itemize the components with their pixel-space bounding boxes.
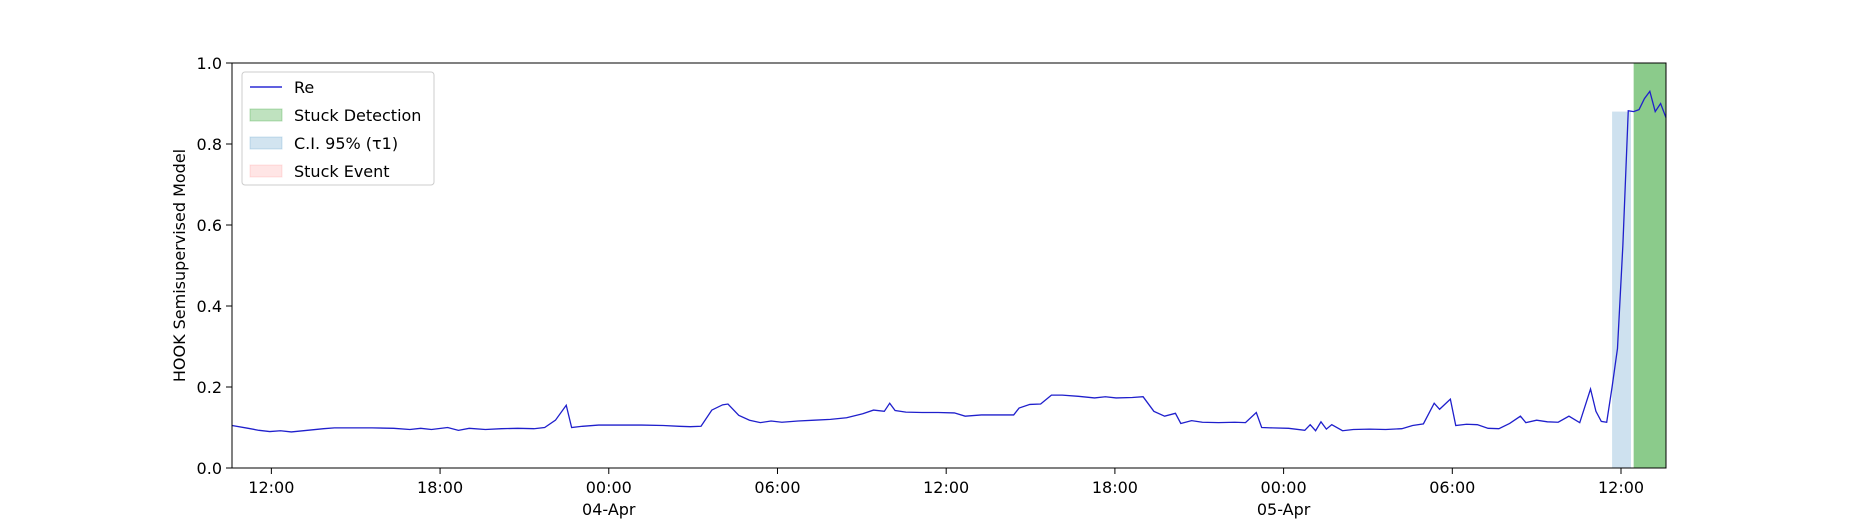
x-tick-label: 05-Apr: [1257, 500, 1311, 519]
band-stuck_detection: [1633, 63, 1666, 468]
y-tick-label: 0.4: [197, 297, 222, 316]
plot-frame: [231, 62, 1667, 469]
x-tick-label: 12:00: [1598, 478, 1644, 497]
x-tick-label: 1900: [588, 522, 629, 525]
x-tick-label: 06:00: [754, 478, 800, 497]
y-tick-label: 0.6: [197, 216, 222, 235]
x-tick-label: 04-Apr: [582, 500, 636, 519]
x-tick-label: 00:00: [586, 478, 632, 497]
bands-layer: [1612, 63, 1666, 468]
series-layer: [231, 89, 1667, 433]
x-tick-label: 18:00: [417, 478, 463, 497]
y-tick-label: 0.0: [197, 459, 222, 478]
y-tick-label: 1.0: [197, 54, 222, 73]
legend-label-ci: C.I. 95% (τ1): [294, 134, 398, 153]
x-tick-label: 18:00: [1092, 478, 1138, 497]
legend: Re Stuck Detection C.I. 95% (τ1) Stuck Even…: [241, 71, 435, 186]
ticks-layer: 0.0 0.2 0.4 0.6 0.8 1.0 12:00 18:00 00:00 04-Apr 1…: [197, 54, 1645, 525]
x-tick-label: 12:00: [923, 478, 969, 497]
y-tick-label: 0.8: [197, 135, 222, 154]
y-tick-label: 0.2: [197, 378, 222, 397]
legend-handle-stuck_detection: [249, 108, 283, 122]
legend-label-stuck_event: Stuck Event: [294, 162, 390, 181]
legend-label-re: Re: [294, 78, 314, 97]
legend-handle-ci: [249, 136, 283, 150]
legend-label-stuck_detection: Stuck Detection: [294, 106, 421, 125]
x-tick-label: 00:00: [1261, 478, 1307, 497]
band-ci: [1612, 111, 1631, 468]
legend-frame: [241, 71, 435, 186]
legend-handle-stuck_event: [249, 164, 283, 178]
y-axis-label: HOOK Semisupervised Model: [170, 149, 189, 382]
x-tick-label: 12:00: [248, 478, 294, 497]
x-tick-label: 06:00: [1429, 478, 1475, 497]
series-line-re: [231, 89, 1667, 433]
